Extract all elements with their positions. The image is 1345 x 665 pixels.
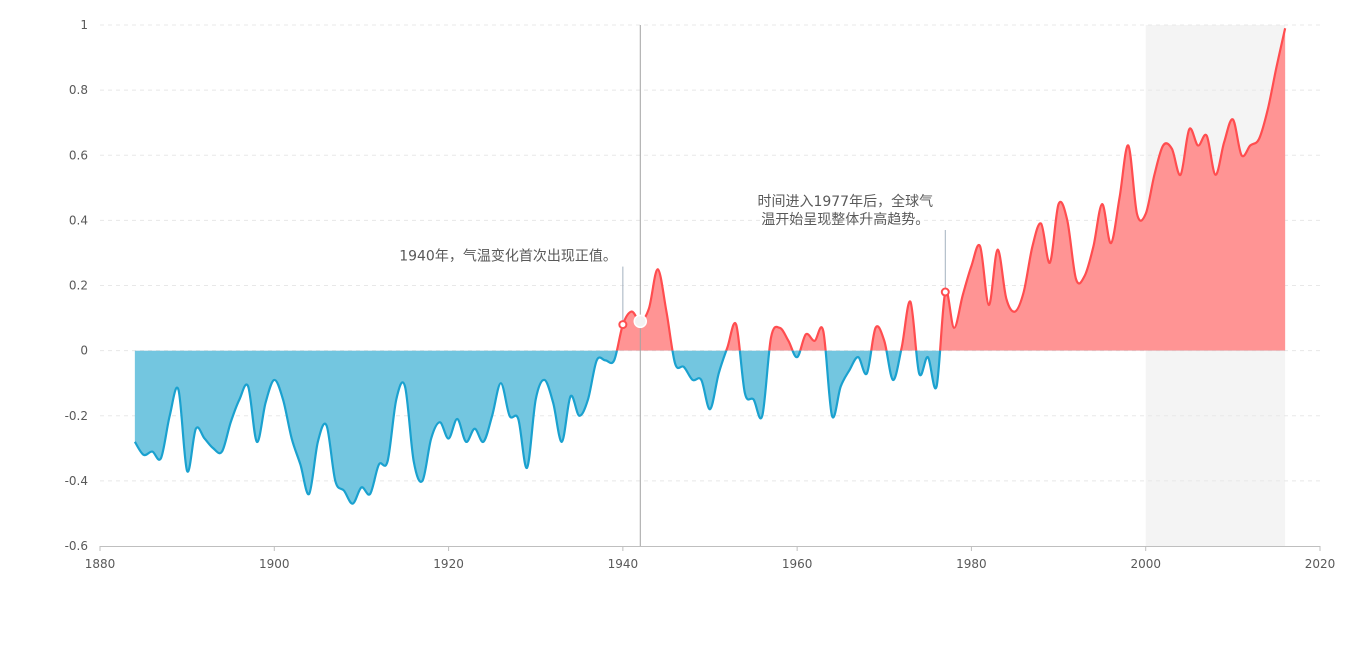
y-tick-label: 0.6: [69, 148, 88, 162]
hover-point: [633, 314, 648, 329]
x-tick-label: 1880: [85, 557, 116, 571]
negative-area: [134, 350, 1286, 504]
x-tick-label: 2020: [1305, 557, 1336, 571]
x-tick-label: 1920: [433, 557, 464, 571]
negative-line: [133, 350, 942, 505]
y-tick-label: -0.6: [65, 539, 88, 553]
annotation-text: 1940年，气温变化首次出现正值。: [399, 249, 617, 265]
y-tick-label: 0.2: [69, 279, 88, 293]
annotation-text: 时间进入1977年后，全球气: [757, 193, 933, 210]
y-tick-label: 0.8: [69, 83, 88, 97]
x-tick-label: 1980: [956, 557, 987, 571]
annotation-marker: [940, 287, 950, 297]
positive-area: [134, 28, 1286, 351]
x-tick-label: 2000: [1130, 557, 1161, 571]
y-tick-label: 0.4: [69, 213, 88, 227]
hover-layer: [633, 25, 648, 546]
y-tick-label: -0.4: [65, 474, 88, 488]
axes-layer: -0.6 -0.4 -0.2 0 0.2 0.4 0.6 0.8 1 1880 1900 1920 19…: [65, 18, 1336, 571]
area-layer: [133, 28, 1287, 505]
annotation-text: 温开始呈现整体升高趋势。: [761, 211, 929, 228]
x-tick-label: 1940: [608, 557, 639, 571]
x-tick-label: 1900: [259, 557, 290, 571]
annotation-layer: 1940年，气温变化首次出现正值。 时间进入1977年后，全球气温开始呈现整体升高…: [399, 193, 950, 330]
x-tick-label: 1960: [782, 557, 813, 571]
y-tick-label: -0.2: [65, 409, 88, 423]
y-tick-label: 0: [80, 344, 88, 358]
positive-line: [615, 28, 1287, 351]
y-tick-label: 1: [80, 18, 88, 32]
annotation-marker: [618, 320, 628, 330]
